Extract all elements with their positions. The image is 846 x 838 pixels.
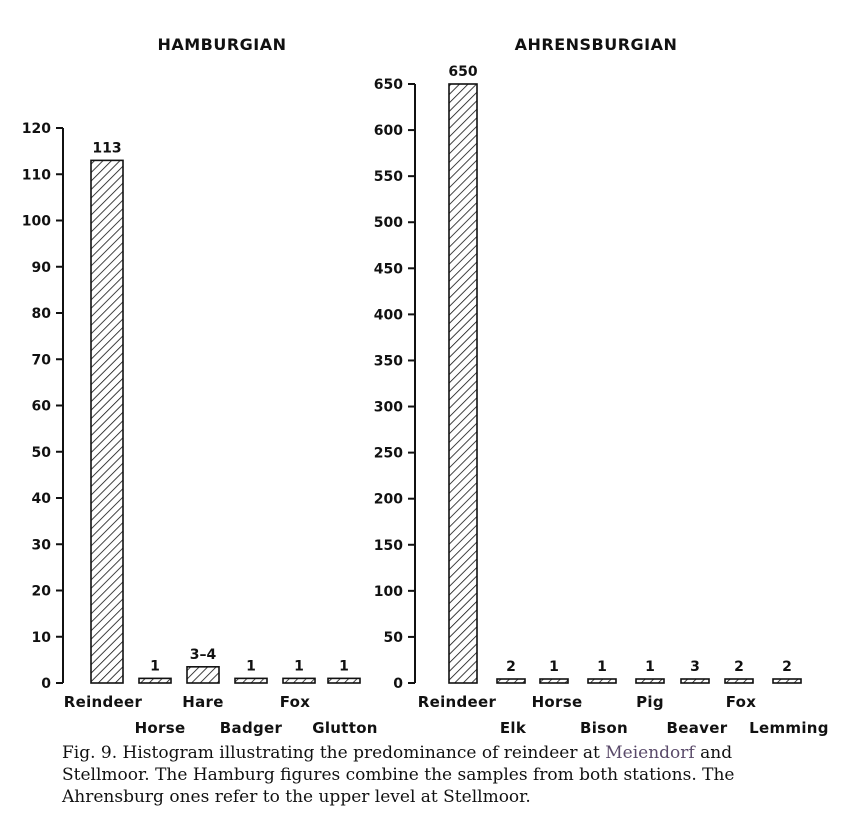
ahrensburgian-data-label: 3 <box>690 659 700 675</box>
ahrensburgian-y-tick-label: 500 <box>374 215 403 231</box>
ahrensburgian-data-label: 2 <box>734 659 744 675</box>
ahrensburgian-category-label: Beaver <box>667 719 728 737</box>
hamburgian-category-label: Hare <box>182 693 223 711</box>
hamburgian-y-tick-label: 30 <box>32 537 52 553</box>
ahrensburgian-category-label: Pig <box>636 693 664 711</box>
ahrensburgian-data-label: 650 <box>448 64 477 80</box>
ahrensburgian-bar-lemming <box>772 678 802 684</box>
hamburgian-category-label: Badger <box>220 719 283 737</box>
ahrensburgian-data-label: 2 <box>506 659 516 675</box>
ahrensburgian-y-ticks: 0 50 100 150 200 250 300 350 400 450 500 550 600 650 <box>374 77 415 692</box>
hamburgian-y-tick-label: 0 <box>41 676 51 692</box>
hamburgian-chart-title: HAMBURGIAN <box>157 35 286 54</box>
ahrensburgian-category-label: Elk <box>500 719 527 737</box>
hamburgian-bars <box>90 159 361 684</box>
caption-suffix: and Stellmoor. The Hamburg figures combi… <box>62 743 735 807</box>
hamburgian-data-labels: 113 1 3–4 1 1 1 <box>92 140 348 674</box>
caption-link-meiendorf[interactable]: Meiendorf <box>605 743 695 763</box>
ahrensburgian-y-tick-label: 300 <box>374 400 403 416</box>
ahrensburgian-y-tick-label: 550 <box>374 169 403 185</box>
ahrensburgian-y-tick-label: 150 <box>374 538 403 554</box>
ahrensburgian-data-label: 1 <box>549 659 559 675</box>
ahrensburgian-category-label: Horse <box>532 693 583 711</box>
hamburgian-y-tick-label: 70 <box>32 352 52 368</box>
hamburgian-bar-glutton <box>327 677 361 684</box>
hamburgian-y-tick-label: 110 <box>22 167 51 183</box>
ahrensburgian-bar-elk <box>496 678 526 684</box>
ahrensburgian-data-labels: 650 2 1 1 1 3 2 2 <box>448 64 791 675</box>
hamburgian-data-label: 3–4 <box>190 647 217 663</box>
ahrensburgian-bar-horse <box>539 678 569 684</box>
ahrensburgian-y-tick-label: 350 <box>374 353 403 369</box>
figure-caption: Fig. 9. Histogram illustrating the predo… <box>62 742 822 808</box>
hamburgian-y-tick-label: 60 <box>32 399 52 415</box>
hamburgian-data-label: 1 <box>294 658 304 674</box>
hamburgian-y-tick-label: 20 <box>32 584 52 600</box>
hamburgian-category-label: Glutton <box>312 719 378 737</box>
hamburgian-y-tick-label: 40 <box>32 491 52 507</box>
ahrensburgian-category-label: Fox <box>726 693 757 711</box>
ahrensburgian-category-label: Reindeer <box>418 693 497 711</box>
ahrensburgian-y-tick-label: 450 <box>374 261 403 277</box>
hamburgian-y-ticks: 0 10 20 30 40 50 60 70 80 90 100 110 120 <box>22 121 63 692</box>
ahrensburgian-category-label: Bison <box>580 719 628 737</box>
caption-prefix: Fig. 9. Histogram illustrating the predo… <box>62 743 606 763</box>
hamburgian-chart: HAMBURGIAN 0102030405060708090100110120 … <box>22 35 378 737</box>
hamburgian-y-tick-label: 90 <box>32 260 52 276</box>
ahrensburgian-category-label: Lemming <box>749 719 829 737</box>
ahrensburgian-y-tick-label: 650 <box>374 77 403 93</box>
ahrensburgian-bar-reindeer <box>448 83 478 684</box>
ahrensburgian-y-tick-label: 50 <box>384 630 404 646</box>
ahrensburgian-chart-title: AHRENSBURGIAN <box>515 35 678 54</box>
hamburgian-bar-badger <box>234 677 268 684</box>
hamburgian-y-tick-label: 50 <box>32 445 52 461</box>
hamburgian-y-tick-label: 100 <box>22 214 51 230</box>
ahrensburgian-y-tick-label: 600 <box>374 123 403 139</box>
hamburgian-y-tick-label: 80 <box>32 306 52 322</box>
ahrensburgian-bar-bison <box>587 678 617 684</box>
ahrensburgian-y-tick-label: 250 <box>374 446 403 462</box>
hamburgian-category-label: Horse <box>135 719 186 737</box>
hamburgian-y-tick-label: 120 <box>22 121 51 137</box>
ahrensburgian-y-tick-label: 400 <box>374 307 403 323</box>
ahrensburgian-data-label: 2 <box>782 659 792 675</box>
hamburgian-bar-hare <box>186 666 220 684</box>
hamburgian-bar-fox <box>282 677 316 684</box>
ahrensburgian-y-tick-label: 0 <box>393 676 403 692</box>
hamburgian-data-label: 1 <box>339 658 349 674</box>
ahrensburgian-bars <box>448 83 802 684</box>
hamburgian-y-tick-label: 10 <box>32 630 52 646</box>
ahrensburgian-bar-fox <box>724 678 754 684</box>
hamburgian-category-label: Reindeer <box>64 693 143 711</box>
ahrensburgian-y-tick-label: 100 <box>374 584 403 600</box>
hamburgian-category-label: Fox <box>280 693 311 711</box>
hamburgian-data-label: 113 <box>92 140 121 156</box>
ahrensburgian-chart: AHRENSBURGIAN 0 50 100 150 200 250 300 350 400 45… <box>374 35 829 737</box>
hamburgian-data-label: 1 <box>150 658 160 674</box>
ahrensburgian-data-label: 1 <box>597 659 607 675</box>
hamburgian-data-label: 1 <box>246 658 256 674</box>
hamburgian-bar-horse <box>138 677 172 684</box>
hamburgian-bar-reindeer <box>90 159 124 684</box>
ahrensburgian-bar-beaver <box>680 678 710 684</box>
ahrensburgian-y-tick-label: 200 <box>374 492 403 508</box>
ahrensburgian-bar-pig <box>635 678 665 684</box>
ahrensburgian-data-label: 1 <box>645 659 655 675</box>
